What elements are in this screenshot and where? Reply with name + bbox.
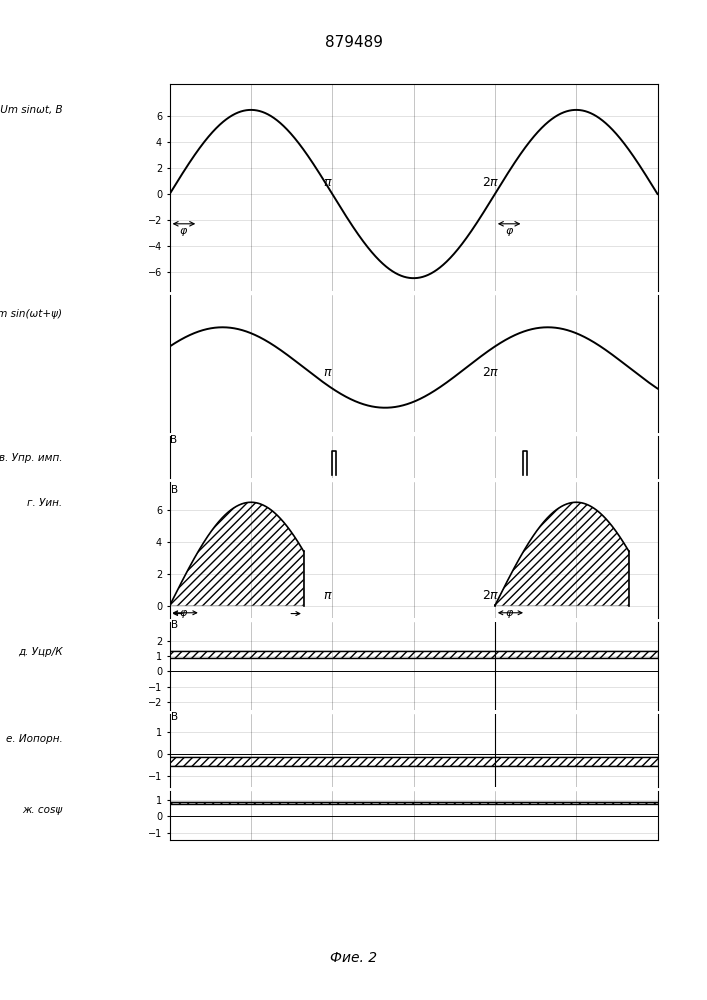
Text: $2\pi$: $2\pi$ xyxy=(482,366,500,379)
Y-axis label: д. Уцр/К: д. Уцр/К xyxy=(18,647,62,657)
Text: B: B xyxy=(171,485,178,495)
Text: $\pi$: $\pi$ xyxy=(323,589,333,602)
Text: Фие. 2: Фие. 2 xyxy=(330,951,377,965)
Y-axis label: б i=Im sin(ωt+ψ): б i=Im sin(ωt+ψ) xyxy=(0,309,62,319)
Text: $\varphi$: $\varphi$ xyxy=(505,226,514,238)
Y-axis label: a, U=Um sinωt, B: a, U=Um sinωt, B xyxy=(0,105,62,115)
Text: $\pi$: $\pi$ xyxy=(323,366,333,379)
Y-axis label: ж. cosψ: ж. cosψ xyxy=(22,805,62,815)
Text: $\varphi$: $\varphi$ xyxy=(180,226,189,238)
Y-axis label: е. Иопорн.: е. Иопорн. xyxy=(6,734,62,744)
Text: $\varphi$: $\varphi$ xyxy=(505,608,514,620)
Text: $2\pi$: $2\pi$ xyxy=(482,176,500,189)
Text: B: B xyxy=(171,712,178,722)
Text: $\varphi$: $\varphi$ xyxy=(180,608,189,620)
Y-axis label: в. Упр. имп.: в. Упр. имп. xyxy=(0,453,62,463)
Text: $\pi$: $\pi$ xyxy=(323,176,333,189)
Text: B: B xyxy=(171,620,178,630)
Text: $2\pi$: $2\pi$ xyxy=(482,589,500,602)
Text: B: B xyxy=(170,435,177,445)
Text: 879489: 879489 xyxy=(325,35,382,50)
Y-axis label: г. Уин.: г. Уин. xyxy=(28,498,62,508)
